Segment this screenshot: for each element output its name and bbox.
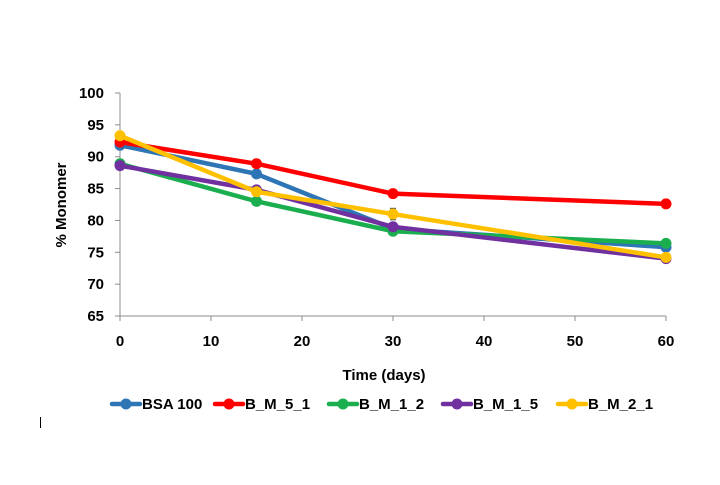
series-line <box>117 139 669 207</box>
data-point <box>387 188 399 200</box>
legend-label: BSA 100 <box>142 396 202 413</box>
x-tick-label: 10 <box>203 333 220 350</box>
legend-label: B_M_5_1 <box>245 396 310 413</box>
y-tick-label: 90 <box>87 149 104 166</box>
series-layer <box>114 130 672 265</box>
y-tick-label: 100 <box>79 85 104 102</box>
legend-label: B_M_1_2 <box>359 396 424 413</box>
series-line <box>117 133 669 260</box>
y-tick-label: 95 <box>87 117 104 134</box>
x-tick-label: 50 <box>567 333 584 350</box>
legend-marker <box>120 398 132 410</box>
series-line <box>117 163 669 261</box>
series-b-m-1-2 <box>114 158 672 249</box>
legend-item: B_M_1_5 <box>440 396 538 413</box>
legend-label: B_M_1_5 <box>473 396 538 413</box>
y-tick-label: 70 <box>87 276 104 293</box>
x-tick-label: 30 <box>385 333 402 350</box>
legend-marker <box>566 398 578 410</box>
legend-label: B_M_2_1 <box>588 396 653 413</box>
legend-item: BSA 100 <box>109 396 202 413</box>
data-point <box>251 158 262 170</box>
data-point <box>660 198 672 210</box>
data-point <box>660 251 672 263</box>
y-tick-label: 85 <box>87 181 104 198</box>
plot-area: 65 70 75 80 85 90 95 100 0 10 20 30 40 50 60 <box>79 85 674 350</box>
data-point <box>387 221 399 233</box>
series-b-m-5-1 <box>114 136 672 210</box>
data-point <box>387 208 399 220</box>
x-tick-label: 0 <box>116 333 124 350</box>
data-point <box>251 168 262 180</box>
y-tick-label: 65 <box>87 308 104 325</box>
y-axis-title: % Monomer <box>53 162 70 247</box>
legend-marker <box>223 398 235 410</box>
y-axis-ticks: 65 70 75 80 85 90 95 100 <box>79 85 120 325</box>
legend-marker <box>451 398 463 410</box>
x-tick-label: 60 <box>658 333 675 350</box>
y-tick-label: 80 <box>87 212 104 229</box>
text-cursor-mark <box>40 417 41 428</box>
data-point <box>114 160 126 172</box>
legend-marker <box>337 398 349 410</box>
x-tick-label: 20 <box>294 333 311 350</box>
data-point <box>251 186 262 198</box>
legend-item: B_M_1_2 <box>326 396 424 413</box>
data-point <box>251 195 262 207</box>
y-tick-label: 75 <box>87 244 104 261</box>
data-point <box>114 130 126 142</box>
legend-item: B_M_5_1 <box>212 396 310 413</box>
legend: BSA 100 B_M_5_1 B_M_1_2 B_M_1_5 B_M_2_1 <box>109 396 653 413</box>
series-b-m-2-1 <box>114 130 672 263</box>
x-axis-title: Time (days) <box>342 367 425 384</box>
data-point <box>660 237 672 249</box>
x-axis-ticks: 0 10 20 30 40 50 60 <box>116 316 675 350</box>
legend-item: B_M_2_1 <box>555 396 653 413</box>
x-tick-label: 40 <box>476 333 493 350</box>
